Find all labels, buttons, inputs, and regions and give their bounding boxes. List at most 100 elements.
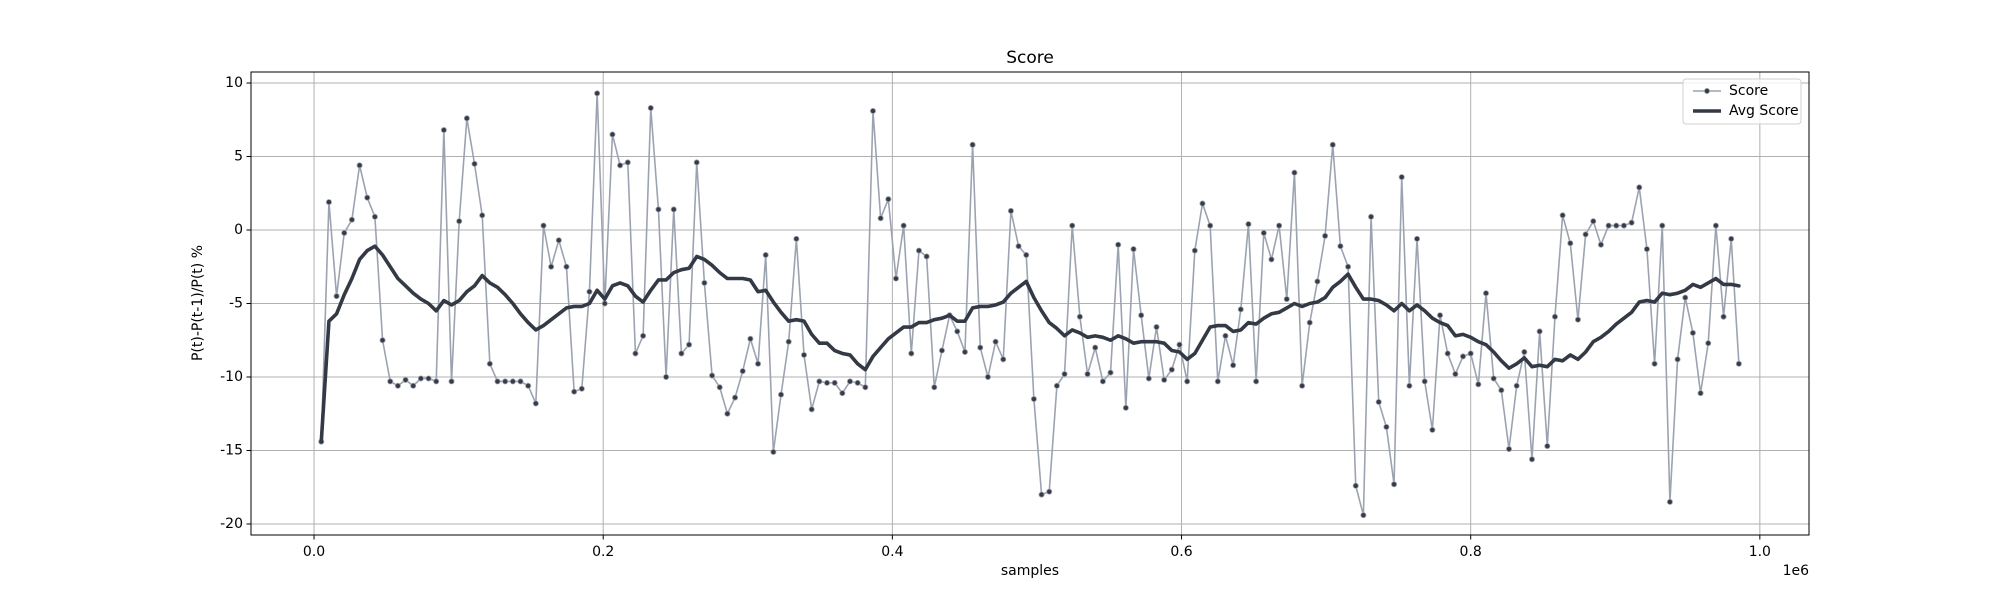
x-tick-label: 0.6 <box>1170 544 1192 560</box>
series-marker <box>1536 328 1543 335</box>
legend-label: Score <box>1729 83 1768 99</box>
series-marker <box>801 351 808 358</box>
series-marker <box>785 338 792 345</box>
series-marker <box>1444 350 1451 357</box>
series-marker <box>348 216 355 223</box>
series-marker <box>1360 512 1367 519</box>
y-tick-label: 0 <box>234 222 243 238</box>
series-marker <box>1505 446 1512 453</box>
series-marker <box>494 378 501 385</box>
series-marker <box>1421 378 1428 385</box>
series-marker <box>1176 341 1183 348</box>
y-tick-label: -20 <box>220 516 243 532</box>
series-marker <box>1735 360 1742 367</box>
series-marker <box>1429 426 1436 433</box>
series-marker <box>1099 378 1106 385</box>
series-marker <box>778 391 785 398</box>
series-marker <box>1007 207 1014 214</box>
series-marker <box>1406 382 1413 389</box>
series-marker <box>846 378 853 385</box>
series-marker <box>839 390 846 397</box>
series-marker <box>1628 219 1635 226</box>
series-marker <box>1391 481 1398 488</box>
series-marker <box>1276 222 1283 229</box>
series-marker <box>655 206 662 213</box>
series-marker <box>1383 423 1390 430</box>
series-line <box>320 92 1740 516</box>
series-marker <box>977 344 984 351</box>
series-marker <box>1268 256 1275 263</box>
series-marker <box>578 385 585 392</box>
series-marker <box>1398 174 1405 181</box>
series-marker <box>540 222 547 229</box>
y-tick-label: -5 <box>229 296 243 312</box>
series-marker <box>1092 344 1099 351</box>
series-marker <box>1720 313 1727 320</box>
series-marker <box>1513 382 1520 389</box>
series-marker <box>739 368 746 375</box>
series-marker <box>1222 332 1229 339</box>
series-marker <box>1053 382 1060 389</box>
series-marker <box>1023 251 1030 258</box>
series-marker <box>1076 313 1083 320</box>
series-marker <box>402 376 409 383</box>
series-marker <box>1705 340 1712 347</box>
series-marker <box>1122 404 1129 411</box>
series-marker <box>647 105 654 112</box>
series-marker <box>1130 246 1137 253</box>
series-marker <box>509 378 516 385</box>
series-marker <box>915 247 922 254</box>
series-marker <box>1199 200 1206 207</box>
series-marker <box>1689 329 1696 336</box>
series-marker <box>1460 353 1467 360</box>
series-marker <box>1567 240 1574 247</box>
series-marker <box>885 196 892 203</box>
series-marker <box>1590 218 1597 225</box>
series-marker <box>1145 375 1152 382</box>
series-marker <box>1306 319 1313 326</box>
series-marker <box>900 222 907 229</box>
series-marker <box>969 141 976 148</box>
series-marker <box>1191 247 1198 254</box>
series-marker <box>1659 222 1666 229</box>
series-marker <box>486 360 493 367</box>
series-marker <box>1551 313 1558 320</box>
series-marker <box>394 382 401 389</box>
series-marker <box>1452 371 1459 378</box>
x-tick-label: 0.2 <box>592 544 614 560</box>
series-marker <box>1521 349 1528 356</box>
series-marker <box>808 406 815 413</box>
series-marker <box>471 160 478 167</box>
x-tick-label: 1.0 <box>1749 544 1771 560</box>
series-marker <box>525 382 532 389</box>
series-marker <box>1574 316 1581 323</box>
series-marker <box>1253 378 1260 385</box>
series-marker <box>1582 231 1589 238</box>
series-marker <box>663 373 670 380</box>
series-marker <box>1605 222 1612 229</box>
series-marker <box>1728 235 1735 242</box>
series-marker <box>532 400 539 407</box>
series-marker <box>1467 350 1474 357</box>
series-marker <box>1260 229 1267 236</box>
x-tick-label: 0.4 <box>881 544 903 560</box>
series-marker <box>992 338 999 345</box>
series-marker <box>448 378 455 385</box>
series-marker <box>1375 398 1382 405</box>
series-marker <box>1107 369 1114 376</box>
series-marker <box>1498 387 1505 394</box>
series-marker <box>417 375 424 382</box>
series-marker <box>954 328 961 335</box>
series-marker <box>1015 243 1022 250</box>
series-marker <box>869 107 876 114</box>
plot-frame <box>250 71 1810 536</box>
series-marker <box>1337 243 1344 250</box>
series-marker <box>862 384 869 391</box>
series-marker <box>1651 360 1658 367</box>
series-marker <box>571 388 578 395</box>
series-marker <box>1069 222 1076 229</box>
y-tick-label: -15 <box>220 442 243 458</box>
series-marker <box>609 131 616 138</box>
series-marker <box>1345 263 1352 270</box>
